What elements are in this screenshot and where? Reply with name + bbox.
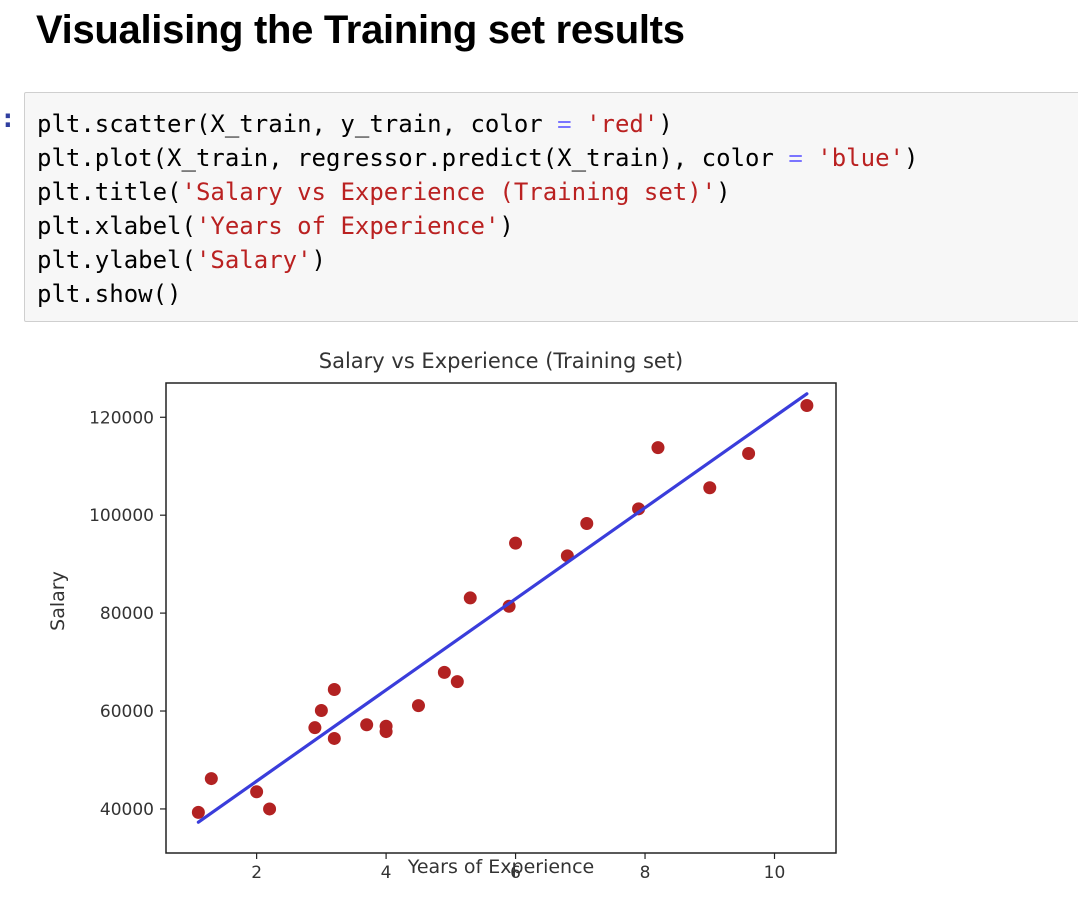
y-axis-label: Salary bbox=[47, 571, 69, 631]
code-string: 'Years of Experience' bbox=[195, 212, 500, 240]
code-cell[interactable]: plt.scatter(X_train, y_train, color = 'r… bbox=[24, 92, 1078, 322]
data-point bbox=[703, 481, 717, 495]
y-tick-label: 60000 bbox=[100, 702, 154, 722]
code-string: 'Salary vs Experience (Training set)' bbox=[181, 178, 717, 206]
chart-title: Salary vs Experience (Training set) bbox=[319, 349, 684, 373]
y-tick-label: 100000 bbox=[89, 506, 154, 526]
data-point bbox=[450, 675, 464, 689]
code-token: ) bbox=[499, 212, 514, 240]
data-point bbox=[580, 517, 594, 531]
code-editor[interactable]: plt.scatter(X_train, y_train, color = 'r… bbox=[37, 107, 918, 311]
x-tick-label: 10 bbox=[764, 863, 786, 883]
y-axis-ticks: 40000 60000 80000 100000 120000 bbox=[89, 408, 166, 820]
code-line: plt.scatter(X_train, y_train, color = 'r… bbox=[37, 107, 918, 141]
cell-prompt: : bbox=[0, 104, 16, 134]
x-axis-label: Years of Experience bbox=[407, 856, 594, 878]
code-string: 'Salary' bbox=[195, 246, 312, 274]
code-token: ) bbox=[311, 246, 326, 274]
data-point bbox=[437, 665, 451, 679]
x-axis-ticks: 2 4 6 8 10 bbox=[251, 853, 785, 883]
data-point bbox=[463, 591, 477, 605]
data-point bbox=[250, 785, 264, 799]
code-token bbox=[572, 110, 586, 138]
data-point bbox=[742, 447, 756, 460]
code-token: ) bbox=[658, 110, 673, 138]
code-line: plt.title('Salary vs Experience (Trainin… bbox=[37, 175, 918, 209]
data-point bbox=[632, 502, 646, 516]
code-operator: = bbox=[788, 144, 803, 172]
data-point bbox=[308, 721, 322, 735]
code-line: plt.plot(X_train, regressor.predict(X_tr… bbox=[37, 141, 918, 175]
data-point bbox=[327, 682, 341, 696]
code-line: plt.xlabel('Years of Experience') bbox=[37, 209, 918, 243]
data-point bbox=[263, 802, 277, 816]
data-point bbox=[327, 731, 341, 745]
code-string: 'red' bbox=[586, 110, 659, 138]
x-tick-label: 4 bbox=[381, 863, 392, 883]
data-point bbox=[509, 536, 523, 550]
data-point bbox=[379, 725, 393, 739]
data-point bbox=[204, 772, 218, 786]
plot-area-frame bbox=[165, 382, 837, 854]
code-token: ) bbox=[716, 178, 731, 206]
data-point bbox=[651, 441, 665, 455]
code-token: plt.plot(X_train, regressor.predict(X_tr… bbox=[37, 144, 789, 172]
x-tick-label: 8 bbox=[640, 863, 651, 883]
scatter-chart: Salary vs Experience (Training set) Year… bbox=[47, 349, 837, 883]
code-string: 'blue' bbox=[817, 144, 904, 172]
data-point bbox=[411, 699, 425, 713]
regression-line bbox=[196, 392, 809, 824]
code-token: plt.scatter(X_train, y_train, color bbox=[37, 110, 558, 138]
code-line: plt.show() bbox=[37, 277, 918, 311]
y-tick-label: 80000 bbox=[100, 604, 154, 624]
y-tick-label: 120000 bbox=[89, 408, 154, 428]
code-token bbox=[803, 144, 817, 172]
code-token: plt.ylabel( bbox=[37, 246, 196, 274]
data-point bbox=[360, 718, 374, 732]
data-point bbox=[800, 399, 814, 413]
code-line: plt.ylabel('Salary') bbox=[37, 243, 918, 277]
data-point bbox=[314, 704, 328, 718]
y-tick-label: 40000 bbox=[100, 800, 154, 820]
x-tick-label: 6 bbox=[510, 863, 521, 883]
section-heading: Visualising the Training set results bbox=[36, 8, 685, 52]
code-token: plt.show() bbox=[37, 280, 182, 308]
code-token: plt.title( bbox=[37, 178, 182, 206]
code-token: ) bbox=[903, 144, 919, 172]
code-operator: = bbox=[557, 110, 572, 138]
x-tick-label: 2 bbox=[251, 863, 262, 883]
code-token: plt.xlabel( bbox=[37, 212, 196, 240]
data-point bbox=[191, 805, 205, 819]
regression-line-group bbox=[196, 392, 809, 824]
